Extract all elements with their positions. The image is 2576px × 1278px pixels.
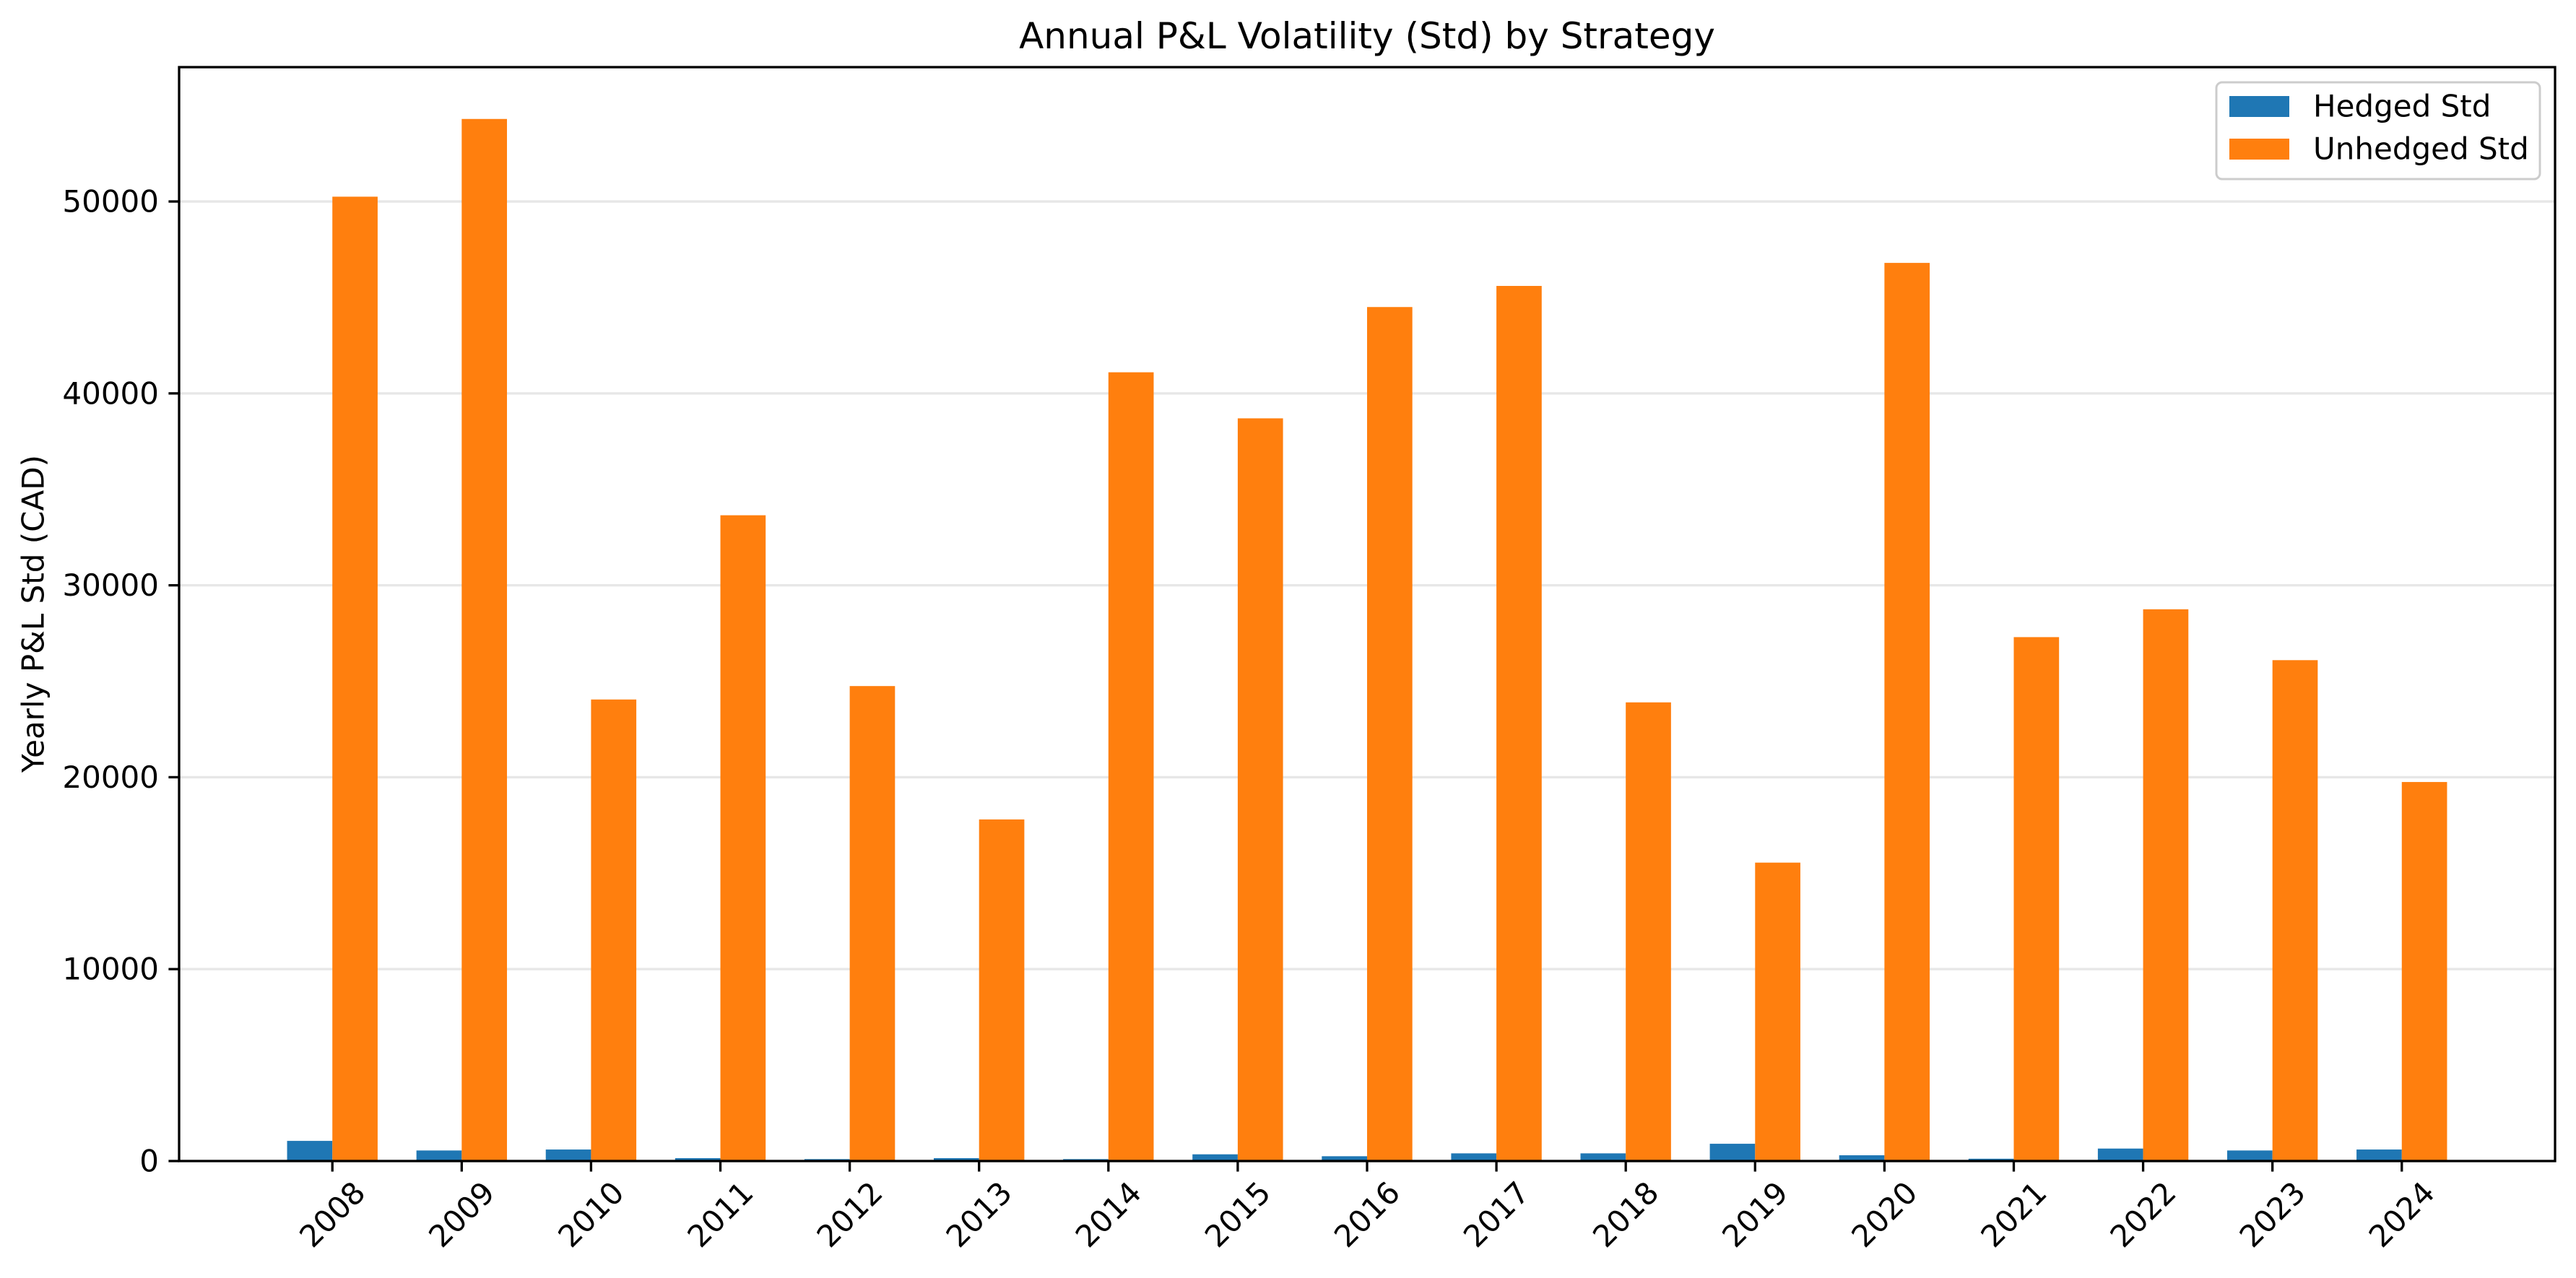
bar-unhedged-std-2017: [1496, 286, 1542, 1161]
bar-unhedged-std-2012: [849, 686, 895, 1161]
bar-hedged-std-2017: [1451, 1153, 1497, 1161]
bar-unhedged-std-2021: [2013, 637, 2060, 1161]
y-tick-label: 20000: [62, 760, 159, 795]
bar-hedged-std-2022: [2097, 1148, 2143, 1161]
legend: Hedged Std Unhedged Std: [2215, 81, 2541, 181]
bar-hedged-std-2010: [545, 1149, 591, 1161]
bar-unhedged-std-2009: [461, 118, 508, 1161]
bar-unhedged-std-2019: [1755, 862, 1800, 1161]
bar-unhedged-std-2018: [1626, 702, 1671, 1161]
bar-unhedged-std-2011: [720, 515, 766, 1161]
bar-unhedged-std-2014: [1108, 372, 1154, 1162]
bar-unhedged-std-2010: [591, 699, 637, 1161]
legend-swatch-hedged-std: [2229, 96, 2289, 117]
bar-unhedged-std-2023: [2272, 660, 2318, 1161]
bar-unhedged-std-2022: [2143, 609, 2189, 1161]
bar-hedged-std-2019: [1709, 1144, 1756, 1161]
bar-hedged-std-2015: [1192, 1154, 1238, 1161]
bar-hedged-std-2016: [1322, 1156, 1367, 1161]
y-tick-label: 50000: [62, 184, 159, 219]
bar-hedged-std-2011: [675, 1158, 721, 1161]
y-axis-ticks: 0 10000 20000 30000 40000 50000: [62, 184, 179, 1179]
bar-hedged-std-2018: [1580, 1153, 1626, 1161]
bar-hedged-std-2013: [934, 1158, 979, 1161]
legend-label-unhedged-std: Unhedged Std: [2313, 131, 2529, 167]
bar-unhedged-std-2024: [2401, 782, 2447, 1161]
y-tick-label: 0: [139, 1144, 159, 1179]
bar-unhedged-std-2015: [1237, 418, 1283, 1161]
y-tick-label: 40000: [62, 375, 159, 411]
y-tick-label: 10000: [62, 952, 159, 987]
bar-unhedged-std-2013: [979, 819, 1025, 1161]
legend-swatch-unhedged-std: [2229, 139, 2289, 160]
chart-title: Annual P&L Volatility (Std) by Strategy: [1019, 15, 1715, 57]
legend-frame: [2215, 81, 2541, 181]
y-tick-label: 30000: [62, 568, 159, 603]
bar-hedged-std-2024: [2356, 1149, 2402, 1161]
bars: [287, 118, 2447, 1162]
legend-label-hedged-std: Hedged Std: [2313, 89, 2491, 124]
bar-unhedged-std-2020: [1884, 263, 1930, 1162]
bar-hedged-std-2008: [287, 1141, 333, 1161]
bar-hedged-std-2020: [1839, 1155, 1885, 1161]
bar-unhedged-std-2008: [332, 196, 378, 1161]
bar-hedged-std-2009: [416, 1150, 462, 1161]
bar-unhedged-std-2016: [1367, 307, 1413, 1162]
bar-hedged-std-2023: [2226, 1150, 2273, 1161]
y-axis-label: Yearly P&L Std (CAD): [16, 455, 51, 773]
